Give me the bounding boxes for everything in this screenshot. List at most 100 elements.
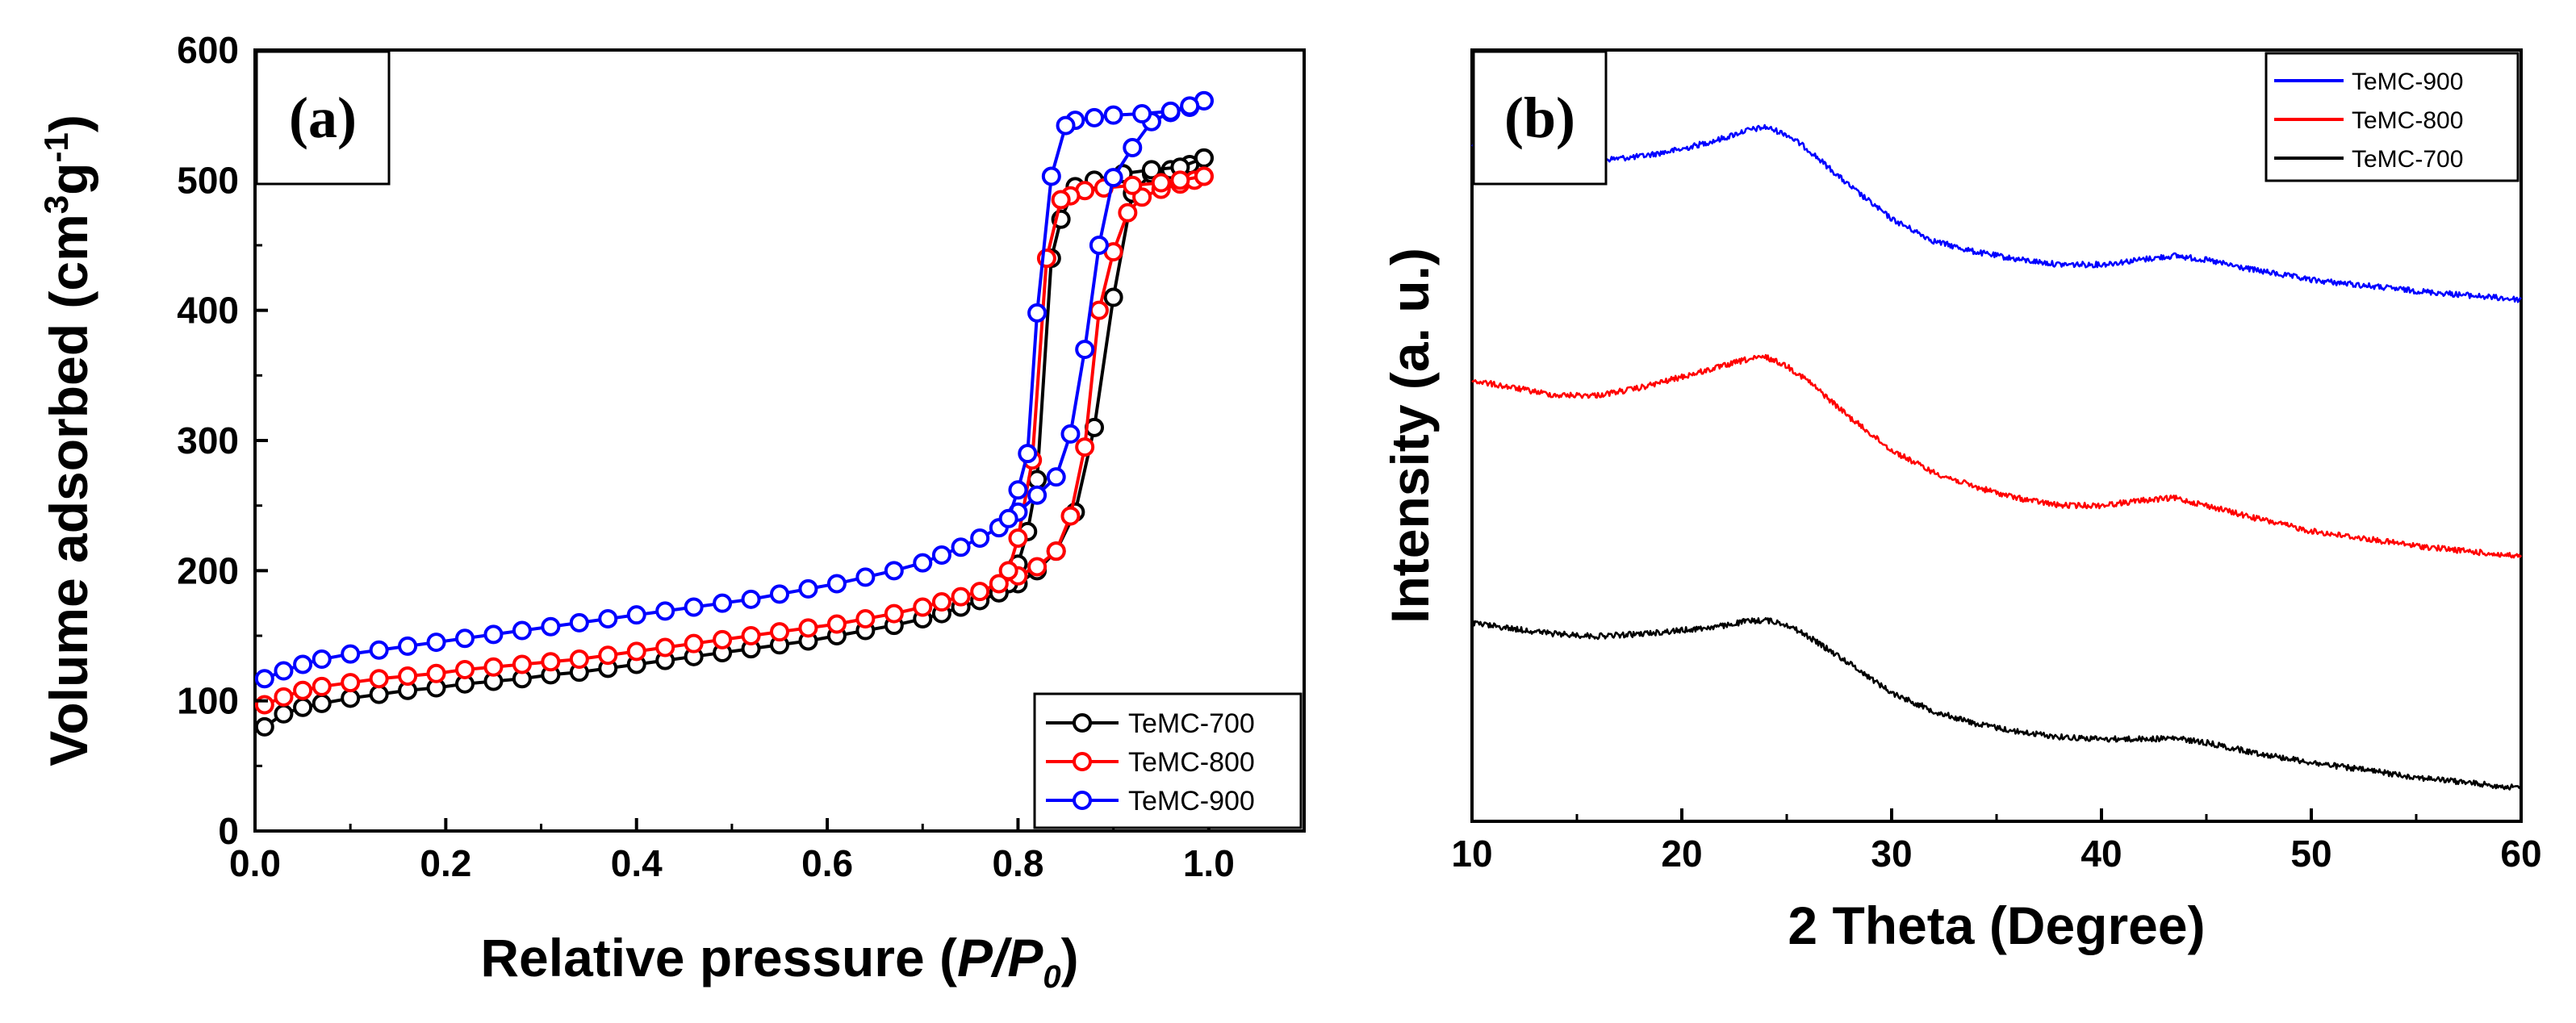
temc-800-adsorption-point	[1075, 437, 1095, 457]
panel-b-xrd: 10 20 30 40 50 60 (b) TeMC-900 TeMC-800 TeMC-…	[1380, 48, 2542, 955]
series-temc-700-line	[1471, 616, 2522, 791]
panel-b-label-box	[1472, 50, 1608, 186]
temc-800-adsorption-point	[913, 597, 933, 617]
temc-700-desorption-point	[1027, 470, 1048, 490]
temc-800-adsorption-point	[254, 695, 274, 715]
temc-900-adsorption-point	[312, 649, 332, 670]
y-tick-label: 500	[177, 159, 239, 201]
temc-800-adsorption-point	[598, 645, 618, 666]
temc-900-adsorption-point	[684, 597, 704, 617]
temc-700-desorption-point	[1141, 160, 1161, 180]
temc-900-adsorption-point	[770, 584, 789, 604]
temc-900-adsorption-point	[826, 574, 847, 594]
x-tick-label: 60	[2500, 833, 2541, 875]
temc-900-adsorption-point	[913, 553, 933, 573]
temc-900-adsorption-point	[970, 528, 990, 548]
temc-800-desorption-point	[1008, 528, 1028, 548]
temc-700-desorption-point	[1194, 148, 1214, 168]
temc-900-adsorption-point	[1075, 340, 1095, 360]
x-tick-label: 0.6	[801, 842, 853, 884]
temc-800-adsorption-point	[931, 592, 951, 612]
temc-800-adsorption-point	[970, 582, 990, 602]
panel-b-label: (b)	[1504, 86, 1575, 150]
temc-800-adsorption-point	[951, 587, 971, 607]
temc-700-adsorption-point	[341, 688, 361, 708]
temc-900-adsorption-point	[798, 578, 818, 599]
temc-800-desorption-point	[1170, 170, 1190, 190]
legend-label-temc-700: TeMC-700	[1128, 708, 1255, 739]
temc-800-adsorption-point	[713, 629, 733, 649]
temc-900-adsorption-point	[855, 567, 876, 587]
panel-b-legend: TeMC-900 TeMC-800 TeMC-700	[2264, 52, 2520, 182]
temc-800-adsorption-point	[369, 669, 389, 689]
temc-900-adsorption-point	[254, 669, 274, 689]
temc-900-desorption-point	[1085, 107, 1104, 127]
temc-900-adsorption-point	[541, 616, 561, 637]
temc-800-adsorption-point	[1118, 203, 1138, 223]
x-tick-label: 10	[1451, 833, 1492, 875]
temc-800-adsorption-point	[512, 654, 532, 674]
legend-item-temc-900: TeMC-900	[1046, 786, 1255, 816]
legend-item-temc-700: TeMC-700	[1046, 708, 1255, 739]
temc-800-adsorption-point	[989, 574, 1009, 594]
temc-800-adsorption-point	[741, 626, 761, 645]
temc-900-adsorption-point	[369, 640, 389, 660]
y-tick-label: 400	[177, 290, 239, 332]
temc-900-desorption-point	[998, 508, 1018, 528]
temc-800-adsorption-point	[483, 657, 504, 677]
temc-800-adsorption-point	[826, 614, 847, 634]
temc-900-adsorption-point	[483, 624, 504, 645]
temc-900-adsorption-point	[1046, 467, 1066, 487]
y-tick-label: 200	[177, 549, 239, 591]
temc-700-adsorption-point	[312, 693, 332, 713]
temc-800-adsorption-point	[655, 637, 675, 658]
temc-800-desorption-point	[1194, 166, 1214, 186]
y-tick-label: 300	[177, 420, 239, 461]
y-tick-label: 100	[177, 680, 239, 722]
temc-800-adsorption-point	[1060, 506, 1081, 526]
temc-900-adsorption-point	[512, 620, 532, 641]
panel-b-y-axis-title: Intensity (a. u.)	[1380, 248, 1440, 624]
temc-900-desorption-point	[1056, 115, 1076, 136]
temc-900-adsorption-point	[293, 654, 313, 674]
series-temc-800-line	[1471, 353, 2523, 559]
temc-900-adsorption-point	[884, 561, 904, 581]
temc-900-adsorption-point	[1123, 138, 1143, 157]
temc-800-adsorption-point	[1046, 541, 1066, 562]
temc-800-adsorption-point	[398, 666, 418, 687]
temc-800-adsorption-point	[770, 622, 789, 642]
temc-700-adsorption-point	[369, 684, 389, 704]
series-temc-800	[254, 166, 1214, 715]
panel-b-series-layer	[1470, 123, 2523, 791]
temc-800-adsorption-point	[884, 603, 904, 624]
panel-b-x-axis-title: 2 Theta (Degree)	[1788, 896, 2205, 955]
panel-a-y-axis-title: Volume adsorbed (cm3g-1)	[37, 115, 98, 766]
temc-900-adsorption-point	[741, 589, 761, 609]
temc-900-desorption-point	[1180, 96, 1200, 116]
panel-a-isotherm: 0.0 0.2 0.4 0.6 0.8 1.0 0 100 200 300 400 500 600 (…	[37, 29, 1306, 995]
temc-900-adsorption-point	[1089, 236, 1109, 255]
temc-900-adsorption-point	[626, 605, 646, 625]
temc-700-adsorption-point	[254, 716, 274, 737]
temc-800-adsorption-point	[541, 652, 561, 672]
panel-a-label: (a)	[289, 86, 357, 150]
temc-800-adsorption-point	[274, 687, 294, 707]
temc-800-adsorption-point	[626, 641, 646, 662]
temc-900-desorption-point	[1160, 101, 1181, 121]
series-temc-900	[254, 90, 1214, 689]
y-tick-label: 600	[177, 29, 239, 71]
temc-800-adsorption-point	[312, 676, 332, 696]
temc-900-adsorption-point	[598, 609, 618, 629]
temc-700-adsorption-point	[274, 704, 294, 724]
temc-900-adsorption-point	[569, 612, 589, 633]
legend-item-temc-800: TeMC-800	[1046, 747, 1255, 778]
temc-900-desorption-point	[1018, 444, 1038, 464]
temc-800-adsorption-point	[455, 659, 475, 679]
temc-800-adsorption-point	[569, 649, 589, 670]
x-tick-label: 50	[2290, 833, 2331, 875]
temc-800-desorption-point	[1051, 190, 1071, 210]
panel-b-x-axis: 10 20 30 40 50 60	[1451, 808, 2542, 875]
temc-800-adsorption-point	[341, 673, 361, 693]
x-tick-label: 0.2	[420, 842, 471, 884]
temc-900-desorption-point	[1103, 105, 1123, 125]
